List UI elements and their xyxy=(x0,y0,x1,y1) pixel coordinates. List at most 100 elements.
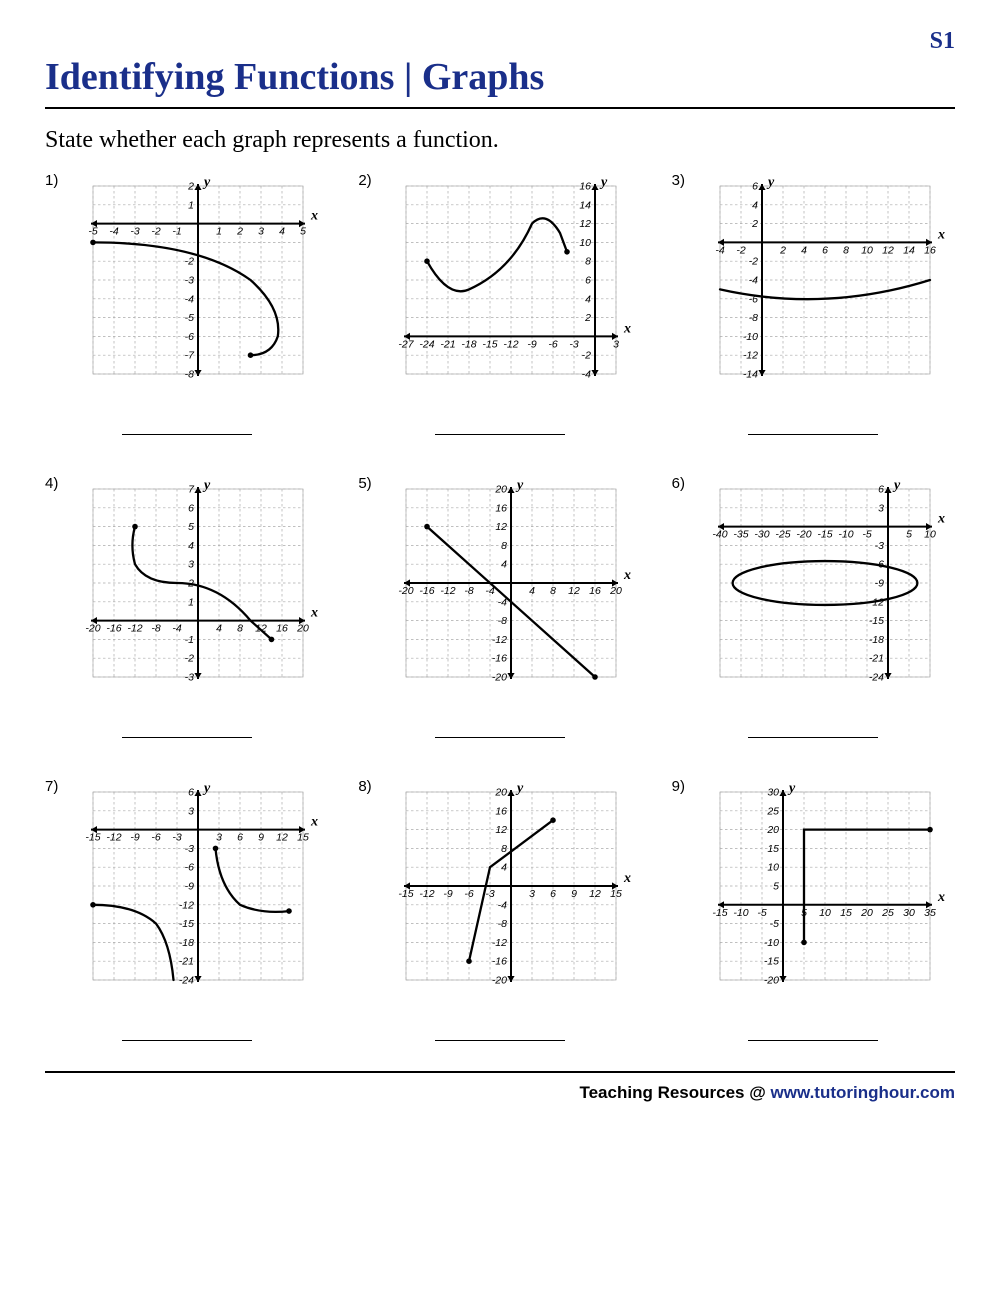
svg-text:y: y xyxy=(515,478,524,493)
svg-text:7: 7 xyxy=(188,484,195,496)
svg-text:1: 1 xyxy=(188,596,194,608)
svg-text:-40: -40 xyxy=(712,529,727,541)
svg-text:16: 16 xyxy=(580,181,592,193)
svg-text:14: 14 xyxy=(903,244,915,256)
svg-text:-2: -2 xyxy=(185,256,194,268)
svg-text:-10: -10 xyxy=(763,937,778,949)
svg-text:15: 15 xyxy=(840,907,852,919)
svg-text:12: 12 xyxy=(496,521,508,533)
svg-text:-8: -8 xyxy=(498,615,507,627)
svg-text:10: 10 xyxy=(861,244,873,256)
chart: xy-15-10-55101520253035-20-15-10-5510152… xyxy=(700,780,955,995)
answer-line xyxy=(122,434,252,435)
svg-text:-18: -18 xyxy=(462,338,477,350)
svg-text:2: 2 xyxy=(751,218,758,230)
svg-text:-15: -15 xyxy=(179,918,194,930)
svg-text:10: 10 xyxy=(767,862,779,874)
svg-text:4: 4 xyxy=(501,559,507,571)
svg-text:-14: -14 xyxy=(742,369,757,381)
svg-text:20: 20 xyxy=(860,907,873,919)
svg-text:2: 2 xyxy=(584,312,591,324)
answer-line xyxy=(122,737,252,738)
page-tag: S1 xyxy=(930,28,955,55)
chart-cell: 2) xy-27-24-21-18-15-12-9-6-33-4-2246810… xyxy=(358,172,641,435)
svg-text:-12: -12 xyxy=(742,350,757,362)
svg-text:16: 16 xyxy=(276,623,288,635)
svg-text:-16: -16 xyxy=(106,623,121,635)
svg-text:-20: -20 xyxy=(85,623,100,635)
svg-text:-20: -20 xyxy=(399,585,414,597)
svg-text:4: 4 xyxy=(216,623,222,635)
svg-text:-2: -2 xyxy=(736,244,745,256)
svg-text:20: 20 xyxy=(495,787,508,799)
svg-text:-9: -9 xyxy=(444,888,453,900)
svg-text:-6: -6 xyxy=(151,832,160,844)
answer-line xyxy=(748,434,878,435)
svg-text:6: 6 xyxy=(550,888,556,900)
svg-text:10: 10 xyxy=(819,907,831,919)
svg-text:30: 30 xyxy=(767,787,779,799)
svg-text:-2: -2 xyxy=(582,350,591,362)
svg-text:-4: -4 xyxy=(185,293,194,305)
answer-line xyxy=(122,1040,252,1041)
question-number: 1) xyxy=(45,172,58,189)
svg-text:5: 5 xyxy=(188,521,194,533)
svg-text:-20: -20 xyxy=(763,975,778,987)
svg-text:-12: -12 xyxy=(441,585,456,597)
svg-text:-9: -9 xyxy=(185,881,194,893)
svg-text:15: 15 xyxy=(610,888,622,900)
svg-text:8: 8 xyxy=(585,256,591,268)
svg-text:20: 20 xyxy=(495,484,508,496)
svg-text:-9: -9 xyxy=(528,338,537,350)
svg-text:-21: -21 xyxy=(441,338,456,350)
svg-text:8: 8 xyxy=(843,244,849,256)
svg-text:14: 14 xyxy=(580,199,592,211)
svg-text:9: 9 xyxy=(258,832,264,844)
svg-text:3: 3 xyxy=(878,502,884,514)
svg-text:-9: -9 xyxy=(130,832,139,844)
svg-text:x: x xyxy=(310,209,318,224)
svg-text:16: 16 xyxy=(496,502,508,514)
chart-cell: 7) xy-15-12-9-6-33691215-24-21-18-15-12-… xyxy=(45,778,328,1041)
svg-text:-20: -20 xyxy=(492,975,507,987)
svg-text:6: 6 xyxy=(752,181,758,193)
svg-text:-3: -3 xyxy=(486,888,495,900)
svg-text:-6: -6 xyxy=(549,338,558,350)
svg-text:y: y xyxy=(892,478,901,493)
chart-cell: 6) xy-40-35-30-25-20-15-10-5510-24-21-18… xyxy=(672,475,955,738)
svg-text:-3: -3 xyxy=(874,540,883,552)
svg-text:-4: -4 xyxy=(172,623,181,635)
svg-text:2: 2 xyxy=(187,181,194,193)
footer-rule xyxy=(45,1071,955,1073)
svg-text:3: 3 xyxy=(258,226,264,238)
svg-text:20: 20 xyxy=(609,585,622,597)
svg-text:-9: -9 xyxy=(874,578,883,590)
svg-text:-6: -6 xyxy=(465,888,474,900)
svg-text:-18: -18 xyxy=(868,634,883,646)
chart-cell: 1) xy-5-4-3-2-112345-8-7-6-5-4-3-212 xyxy=(45,172,328,435)
svg-text:y: y xyxy=(599,175,608,190)
svg-text:-7: -7 xyxy=(185,350,195,362)
svg-text:-5: -5 xyxy=(769,918,778,930)
svg-text:3: 3 xyxy=(613,338,619,350)
svg-text:20: 20 xyxy=(766,824,779,836)
svg-text:12: 12 xyxy=(568,585,580,597)
svg-text:4: 4 xyxy=(501,862,507,874)
answer-line xyxy=(748,1040,878,1041)
svg-text:-21: -21 xyxy=(868,653,883,665)
chart: xy-5-4-3-2-112345-8-7-6-5-4-3-212 xyxy=(73,174,328,389)
svg-text:y: y xyxy=(766,175,775,190)
svg-text:3: 3 xyxy=(188,805,194,817)
svg-text:-15: -15 xyxy=(399,888,414,900)
svg-text:2: 2 xyxy=(779,244,786,256)
footer-prefix: Teaching Resources @ xyxy=(579,1083,770,1102)
svg-text:x: x xyxy=(937,512,945,527)
svg-text:-5: -5 xyxy=(88,226,97,238)
svg-text:-8: -8 xyxy=(498,918,507,930)
svg-text:8: 8 xyxy=(550,585,556,597)
svg-text:5: 5 xyxy=(300,226,306,238)
svg-text:-6: -6 xyxy=(185,862,194,874)
svg-text:-3: -3 xyxy=(185,843,194,855)
svg-text:-8: -8 xyxy=(151,623,160,635)
svg-text:5: 5 xyxy=(906,529,912,541)
